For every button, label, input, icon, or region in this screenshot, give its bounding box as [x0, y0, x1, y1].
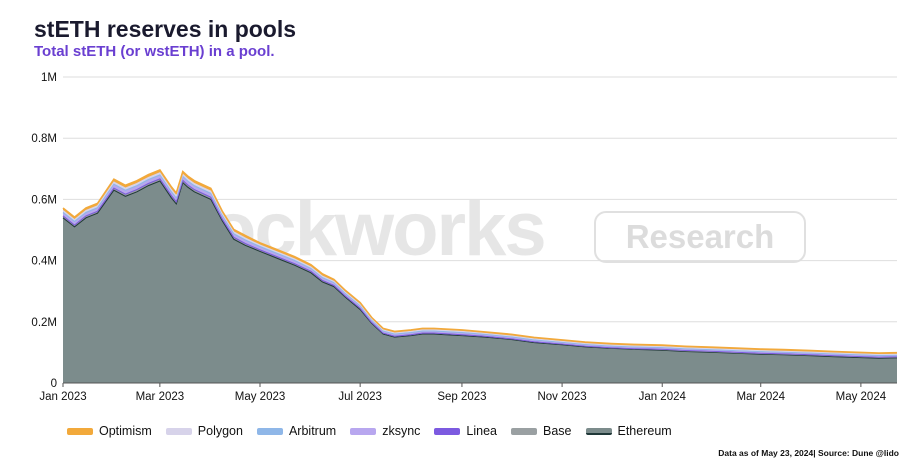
legend-item-polygon[interactable]: Polygon	[165, 424, 243, 438]
legend-label: Linea	[466, 424, 497, 438]
line-arbitrum	[62, 174, 898, 357]
x-tick-label: Sep 2023	[437, 391, 486, 403]
line-zksync	[62, 175, 898, 357]
legend-swatch-linea	[434, 427, 461, 435]
legend-item-optimism[interactable]: Optimism	[67, 424, 152, 438]
legend-swatch-base	[511, 427, 537, 435]
legend-label: zksync	[382, 424, 421, 438]
legend-label: Base	[543, 424, 572, 438]
legend-swatch-arbitrum	[256, 427, 283, 435]
y-tick-label: 0.8M	[31, 133, 57, 145]
legend-swatch-polygon	[165, 427, 192, 435]
legend-item-ethereum[interactable]: Ethereum	[585, 424, 672, 438]
line-optimism	[62, 169, 898, 354]
line-polygon	[62, 172, 898, 356]
x-tick-label: Mar 2023	[136, 391, 185, 403]
x-tick-label: May 2024	[836, 391, 887, 403]
x-tick-label: May 2023	[235, 391, 286, 403]
x-tick-label: Jul 2023	[338, 391, 381, 403]
legend-item-zksync[interactable]: zksync	[350, 424, 420, 438]
legend-label: Optimism	[99, 424, 152, 438]
y-tick-label: 0.4M	[31, 256, 57, 268]
legend-label: Polygon	[197, 424, 243, 438]
source-footnote: Data as of May 23, 2024| Source: Dune @l…	[718, 448, 899, 458]
legend-item-linea[interactable]: Linea	[434, 424, 497, 438]
line-linea	[62, 178, 898, 358]
legend-item-arbitrum[interactable]: Arbitrum	[256, 424, 337, 438]
chart-subtitle: Total stETH (or wstETH) in a pool.	[34, 43, 275, 60]
chart-title: stETH reserves in pools	[34, 16, 297, 42]
y-tick-label: 0.6M	[31, 194, 57, 206]
legend-swatch-ethereum	[585, 427, 612, 435]
x-tick-label: Jan 2023	[39, 391, 86, 403]
chart-legend: Optimism Polygon Arbitrum zksync Linea Base Et…	[67, 424, 672, 438]
legend-item-base[interactable]: Base	[511, 424, 572, 438]
area-ethereum	[63, 181, 897, 383]
y-tick-label: 0	[51, 378, 57, 390]
line-ethereum	[62, 180, 898, 359]
legend-label: Arbitrum	[288, 424, 337, 438]
legend-swatch-zksync	[350, 427, 377, 435]
y-tick-label: 1M	[41, 72, 57, 84]
x-tick-label: Mar 2024	[736, 391, 785, 403]
x-tick-label: Jan 2024	[639, 391, 687, 403]
y-tick-label: 0.2M	[31, 317, 57, 329]
legend-swatch-optimism	[67, 427, 93, 435]
x-tick-label: Nov 2023	[537, 391, 586, 403]
legend-label: Ethereum	[617, 424, 672, 438]
